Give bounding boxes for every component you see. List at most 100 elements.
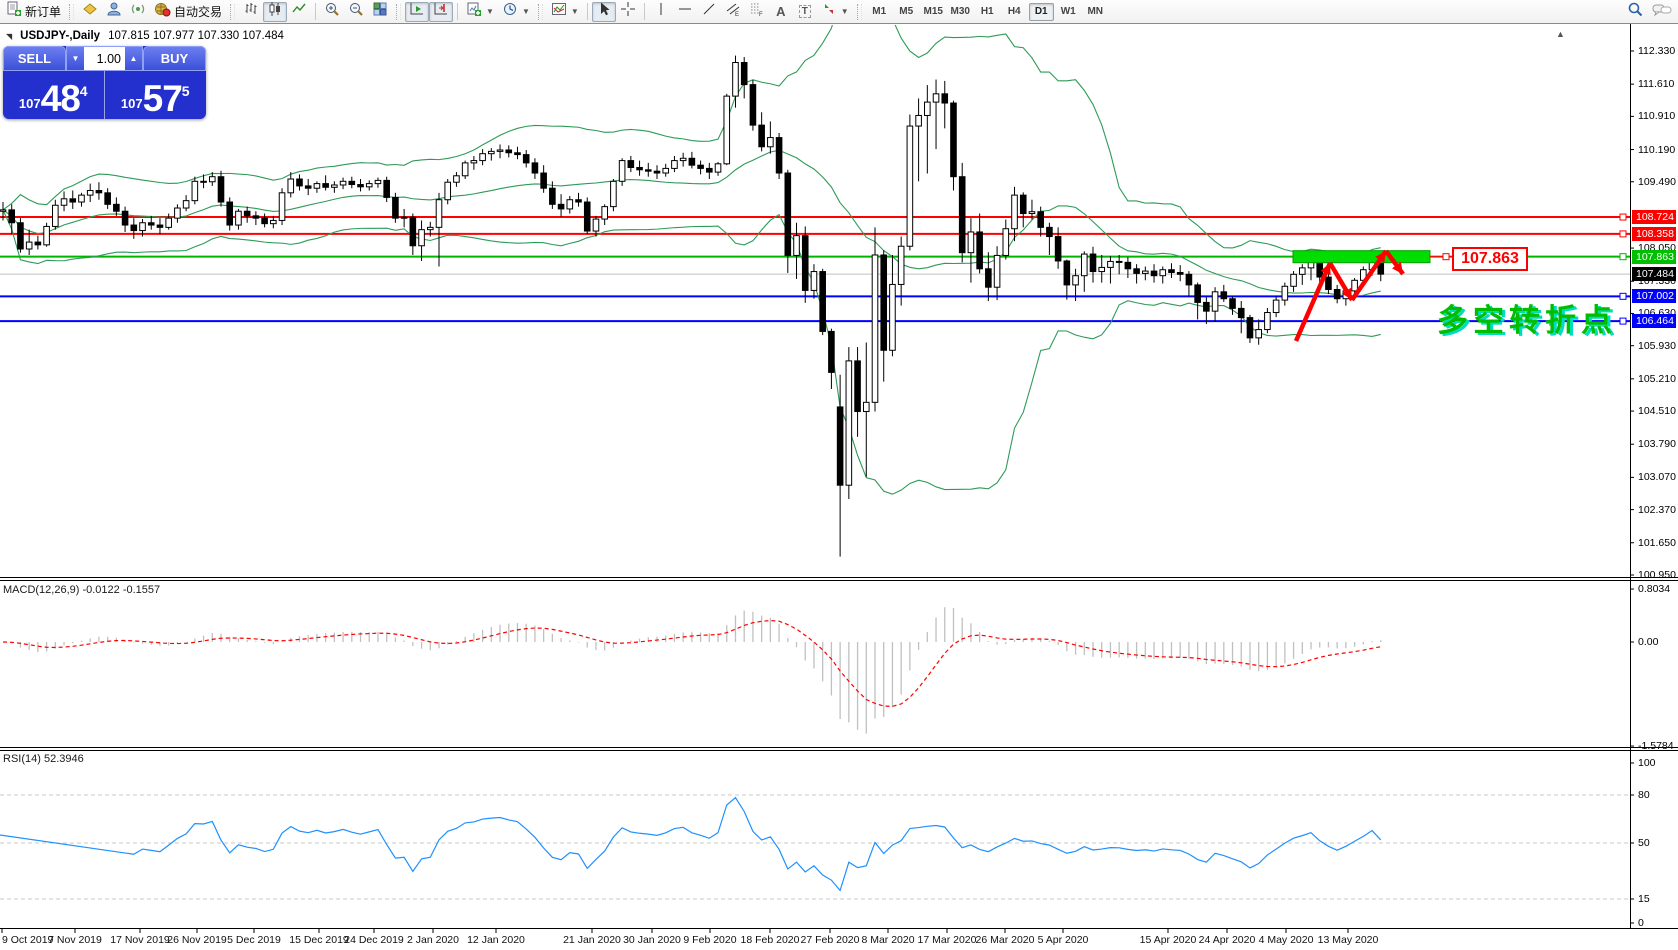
chart-ohlc: 107.815 107.977 107.330 107.484: [108, 30, 284, 42]
tile-windows-button[interactable]: [368, 2, 392, 22]
price-tag: 107.863: [1632, 249, 1676, 264]
axis-tick: 105.930: [1638, 339, 1676, 352]
date-tick: 26 Nov 2019: [167, 934, 227, 946]
volume-up-button[interactable]: ▲: [125, 47, 142, 70]
timeframe-button-H4[interactable]: H4: [1007, 6, 1021, 17]
axis-tick: 104.510: [1638, 405, 1676, 418]
chat-icon[interactable]: [1652, 2, 1672, 23]
arrows-button[interactable]: ▼: [817, 2, 853, 22]
text-label-icon: T: [798, 5, 811, 18]
price-tag: 107.484: [1632, 267, 1676, 282]
timeframe-button-H1[interactable]: H1: [980, 6, 994, 17]
volume-down-button[interactable]: ▼: [67, 47, 84, 70]
candlesticks: [0, 55, 1385, 557]
macd-signal-line: [2, 619, 1381, 707]
line-handle[interactable]: [1619, 253, 1627, 261]
new-chart-button[interactable]: ▼: [462, 2, 498, 22]
axis-tick: 100.950: [1638, 568, 1676, 581]
buy-price-point: 5: [181, 83, 190, 99]
bollinger-lower: [2, 209, 1381, 495]
candle-chart-button[interactable]: [263, 1, 288, 22]
tile-windows-icon: [372, 1, 388, 22]
sell-price-pips: 48: [40, 77, 81, 119]
date-axis[interactable]: 9 Oct 2019 7 Nov 2019 17 Nov 2019 26 Nov 20…: [0, 929, 1678, 950]
timeframe-group: M1 M5 M15 M30 H1 H4 D1 W1 MN: [866, 2, 1109, 21]
broadcast-button[interactable]: [126, 2, 150, 22]
line-handle[interactable]: [1619, 317, 1627, 325]
price-axis[interactable]: 112.330 111.610 110.910 110.190 109.490 108.0…: [1631, 0, 1678, 950]
main-pane[interactable]: [0, 0, 1630, 557]
axis-tick: 0: [1638, 917, 1644, 929]
auto-trading-button[interactable]: 自动交易: [150, 2, 226, 22]
line-chart-button[interactable]: [287, 2, 311, 22]
fibonacci-button[interactable]: F: [745, 2, 769, 22]
channel-icon: E: [725, 1, 741, 22]
buy-price[interactable]: 107 57 5: [105, 71, 207, 119]
text-label-button[interactable]: T: [793, 2, 817, 22]
date-tick: 15 Apr 2020: [1139, 934, 1197, 946]
zoom-out-button[interactable]: [344, 2, 368, 22]
shift-marker-icon[interactable]: ▲: [1556, 29, 1565, 39]
line-handle[interactable]: [1619, 213, 1627, 221]
timeframe-button-W1[interactable]: W1: [1060, 6, 1076, 17]
svg-text:F: F: [759, 12, 763, 17]
date-tick: 24 Apr 2020: [1198, 934, 1256, 946]
line-handle[interactable]: [1619, 292, 1627, 300]
rsi-pane[interactable]: [0, 794, 1630, 900]
zigzag-annotation[interactable]: [1293, 249, 1405, 342]
date-tick: 12 Jan 2020: [467, 934, 525, 946]
macd-pane[interactable]: [2, 607, 1382, 734]
auto-scroll-button[interactable]: [405, 1, 430, 22]
date-tick: 4 May 2020: [1258, 934, 1314, 946]
vertical-line-button[interactable]: [649, 2, 673, 22]
pane-separator[interactable]: [0, 577, 1678, 578]
sell-price[interactable]: 107 48 4: [3, 71, 105, 119]
axis-tick: 0.00: [1638, 636, 1659, 648]
cursor-button[interactable]: [591, 1, 616, 22]
volume-input[interactable]: [84, 47, 125, 70]
timeframe-button-M5[interactable]: M5: [899, 6, 914, 17]
clock-icon: [502, 1, 518, 22]
pane-separator[interactable]: [0, 750, 1678, 751]
history-center-button[interactable]: [78, 2, 102, 22]
sell-button[interactable]: SELL: [3, 46, 66, 71]
timeframe-button-M1[interactable]: M1: [872, 6, 887, 17]
date-tick: 27 Feb 2020: [800, 934, 860, 946]
profiles-button[interactable]: [102, 2, 126, 22]
axis-tick: 102.370: [1638, 503, 1676, 516]
horizontal-line-button[interactable]: [673, 2, 697, 22]
indicators-button[interactable]: ▼: [547, 2, 583, 22]
timeframe-button-M30[interactable]: M30: [950, 6, 970, 17]
channel-button[interactable]: E: [721, 2, 745, 22]
one-click-trading-panel: SELL ▼ ▲ BUY 107 48 4 107 57 5: [3, 46, 206, 119]
buy-button[interactable]: BUY: [143, 46, 206, 71]
timeframe-button-MN[interactable]: MN: [1087, 6, 1103, 17]
trendline-icon: [701, 1, 717, 22]
crosshair-button[interactable]: [616, 2, 640, 22]
zoom-in-button[interactable]: [320, 2, 344, 22]
pane-separator[interactable]: [0, 747, 1678, 748]
axis-tick: 112.330: [1638, 45, 1676, 57]
label-handle[interactable]: [1442, 253, 1450, 261]
axis-tick: 103.790: [1638, 438, 1676, 451]
text-button[interactable]: A: [769, 2, 793, 22]
timeframe-button-D1[interactable]: D1: [1028, 2, 1054, 21]
new-order-label: 新订单: [25, 5, 62, 19]
trendline-button[interactable]: [697, 2, 721, 22]
chinese-note[interactable]: 多空转折点: [1437, 303, 1617, 338]
highlight-box[interactable]: [1292, 250, 1431, 264]
pane-separator[interactable]: [0, 580, 1678, 581]
line-chart-icon: [291, 1, 307, 22]
periods-button[interactable]: ▼: [498, 2, 534, 22]
chart-shift-button[interactable]: [429, 1, 454, 22]
candle-chart-icon: [267, 1, 283, 22]
line-handle[interactable]: [1619, 230, 1627, 238]
bar-chart-button[interactable]: [239, 2, 263, 22]
timeframe-button-M15[interactable]: M15: [923, 6, 943, 17]
date-tick: 17 Nov 2019: [110, 934, 170, 946]
search-icon[interactable]: [1627, 1, 1644, 23]
axis-tick: 111.610: [1638, 78, 1675, 91]
price-label-object[interactable]: 107.863: [1452, 247, 1528, 271]
new-order-button[interactable]: 新订单: [2, 1, 65, 22]
